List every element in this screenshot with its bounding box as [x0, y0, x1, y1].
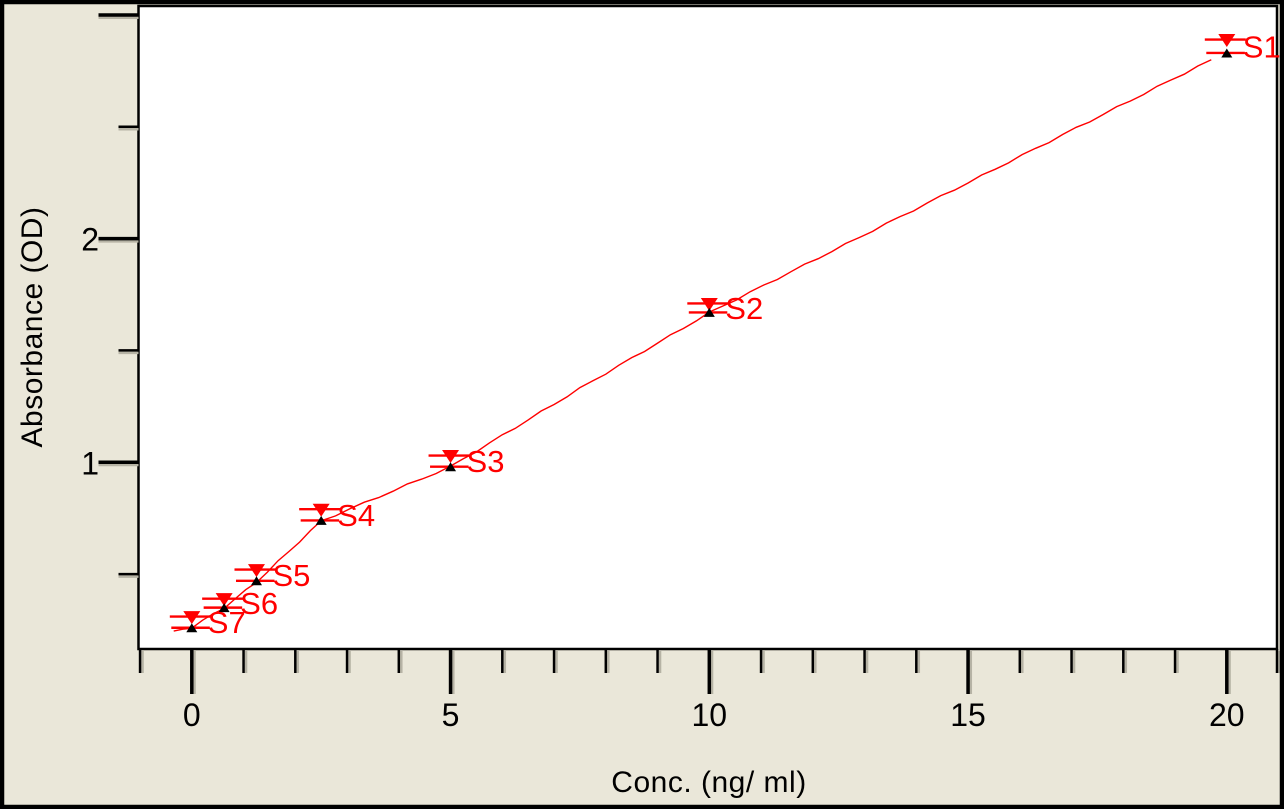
replicate-marker [186, 623, 198, 633]
standard-point-s2: S2 [687, 291, 763, 326]
standard-point-label: S2 [725, 291, 763, 326]
y-axis-tick-label: 1 [81, 445, 99, 481]
standard-point-s7: S7 [169, 605, 246, 640]
standard-point-label: S6 [240, 586, 278, 621]
plot-area [137, 4, 1279, 651]
standard-point-s3: S3 [428, 444, 505, 479]
standard-point-label: S5 [272, 558, 310, 593]
standard-point-marker [183, 611, 201, 625]
standard-point-marker [442, 450, 460, 464]
x-axis-tick-label: 15 [950, 697, 986, 733]
replicate-marker [315, 515, 327, 525]
standard-point-s6: S6 [202, 586, 278, 621]
replicate-marker [218, 603, 230, 613]
standard-point-marker [247, 564, 265, 578]
standard-point-marker [700, 297, 718, 311]
standard-point-label: S7 [208, 605, 246, 640]
replicate-marker [703, 307, 715, 317]
standard-point-marker [215, 593, 233, 607]
y-axis-tick-label: 2 [81, 222, 99, 258]
standard-point-marker [1218, 34, 1236, 48]
x-axis-tick-label: 10 [692, 697, 728, 733]
fit-line [173, 59, 1212, 632]
standard-point-s1: S1 [1204, 29, 1281, 64]
x-axis-title: Conc. (ng/ ml) [611, 766, 807, 799]
standard-point-s5: S5 [234, 558, 310, 593]
x-axis-tick-label: 0 [183, 697, 201, 733]
standard-point-label: S1 [1243, 29, 1281, 64]
y-axis-title: Absorbance (OD) [16, 206, 49, 448]
replicate-marker [250, 576, 262, 586]
standard-point-marker [312, 503, 330, 517]
standard-point-s4: S4 [299, 498, 375, 533]
standard-point-label: S4 [337, 498, 375, 533]
x-axis-tick-label: 20 [1209, 697, 1245, 733]
replicate-marker [445, 462, 457, 472]
replicate-marker [1221, 48, 1233, 58]
standard-point-label: S3 [467, 444, 505, 479]
x-axis-tick-label: 5 [442, 697, 460, 733]
